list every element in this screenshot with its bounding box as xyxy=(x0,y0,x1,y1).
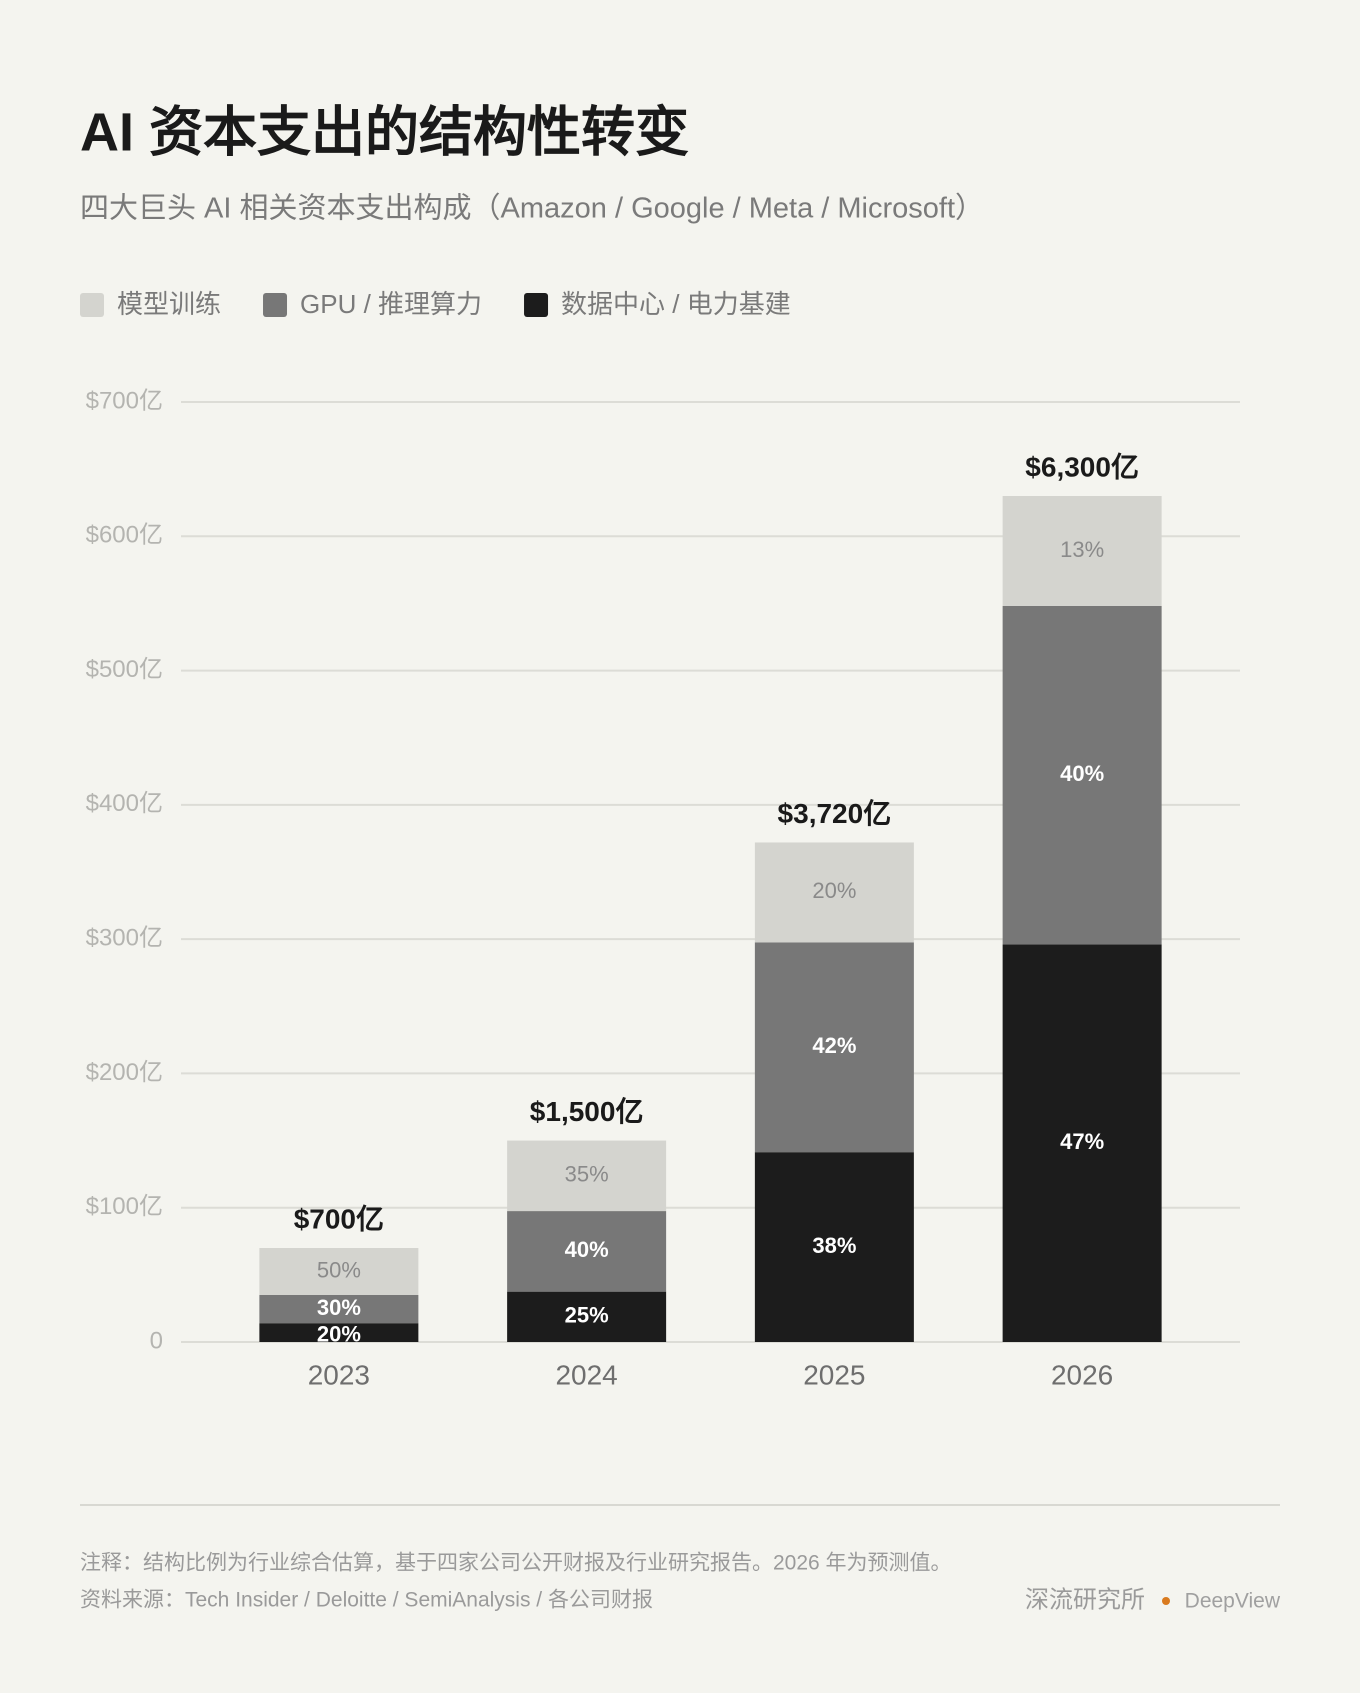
legend-swatch xyxy=(524,293,549,317)
segment-label: 42% xyxy=(812,1033,856,1058)
bar-segment xyxy=(754,942,914,1153)
y-tick-label: 0 xyxy=(150,1327,163,1354)
bar-segment xyxy=(507,1140,667,1212)
footer-source: 资料来源：Tech Insider / Deloitte / SemiAnaly… xyxy=(80,1589,653,1612)
legend-label: 模型训练 xyxy=(117,289,221,319)
bar-segment xyxy=(259,1295,419,1324)
bar-segment xyxy=(507,1291,667,1342)
y-tick-label: $500亿 xyxy=(86,656,163,683)
bar-segment xyxy=(1002,496,1162,606)
brand-en: DeepView xyxy=(1185,1590,1281,1613)
total-label: $3,720亿 xyxy=(778,798,892,829)
legend-swatch xyxy=(263,293,288,317)
bar-segment xyxy=(754,1152,914,1342)
bar-segment xyxy=(507,1211,667,1292)
bar-segment xyxy=(1002,944,1162,1342)
total-label: $700亿 xyxy=(294,1203,384,1234)
y-tick-label: $200亿 xyxy=(86,1059,163,1086)
segment-label: 35% xyxy=(565,1162,609,1187)
segment-label: 25% xyxy=(565,1303,609,1328)
total-label: $1,500亿 xyxy=(530,1096,644,1127)
legend-label: 数据中心 / 电力基建 xyxy=(561,289,791,319)
segment-label: 30% xyxy=(317,1295,361,1320)
footer-note: 注释：结构比例为行业综合估算，基于四家公司公开财报及行业研究报告。2026 年为… xyxy=(80,1552,952,1575)
segment-label: 47% xyxy=(1060,1129,1104,1154)
segment-label: 50% xyxy=(317,1257,361,1282)
x-tick-label: 2023 xyxy=(308,1359,370,1390)
x-tick-label: 2026 xyxy=(1051,1359,1113,1390)
total-label: $6,300亿 xyxy=(1025,451,1139,482)
segment-label: 20% xyxy=(317,1321,361,1346)
y-tick-label: $300亿 xyxy=(86,924,163,951)
bar-segment xyxy=(259,1323,419,1342)
y-tick-label: $100亿 xyxy=(86,1193,163,1220)
bar-segment xyxy=(259,1248,419,1295)
chart-title: AI 资本支出的结构性转变 xyxy=(80,102,689,162)
y-tick-label: $600亿 xyxy=(86,522,163,549)
segment-label: 13% xyxy=(1060,537,1104,562)
segment-label: 38% xyxy=(812,1233,856,1258)
chart-subtitle: 四大巨头 AI 相关资本支出构成（Amazon / Google / Meta … xyxy=(80,192,984,225)
bar-segment xyxy=(1002,605,1162,945)
legend-label: GPU / 推理算力 xyxy=(300,289,482,319)
x-tick-label: 2025 xyxy=(803,1359,865,1390)
legend-swatch xyxy=(80,293,104,317)
segment-label: 40% xyxy=(1060,761,1104,786)
segment-label: 20% xyxy=(812,878,856,903)
brand: 深流研究所 xyxy=(1025,1586,1145,1613)
y-tick-label: $400亿 xyxy=(86,790,163,817)
y-tick-label: $700亿 xyxy=(86,387,163,414)
segment-label: 40% xyxy=(565,1237,609,1262)
brand-dot xyxy=(1162,1597,1170,1605)
bar-segment xyxy=(754,842,914,943)
x-tick-label: 2024 xyxy=(555,1359,617,1390)
